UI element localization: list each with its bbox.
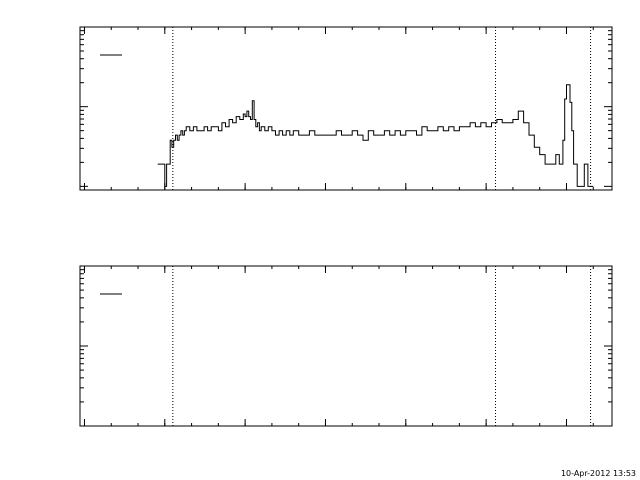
chart-hi xyxy=(79,265,613,427)
plot-frame xyxy=(79,265,613,427)
footer-stamp: 10-Apr-2012 13:53 xyxy=(561,469,636,478)
plot-frame xyxy=(79,26,613,191)
chart-lo xyxy=(79,26,613,191)
series-line-1 xyxy=(157,84,594,187)
